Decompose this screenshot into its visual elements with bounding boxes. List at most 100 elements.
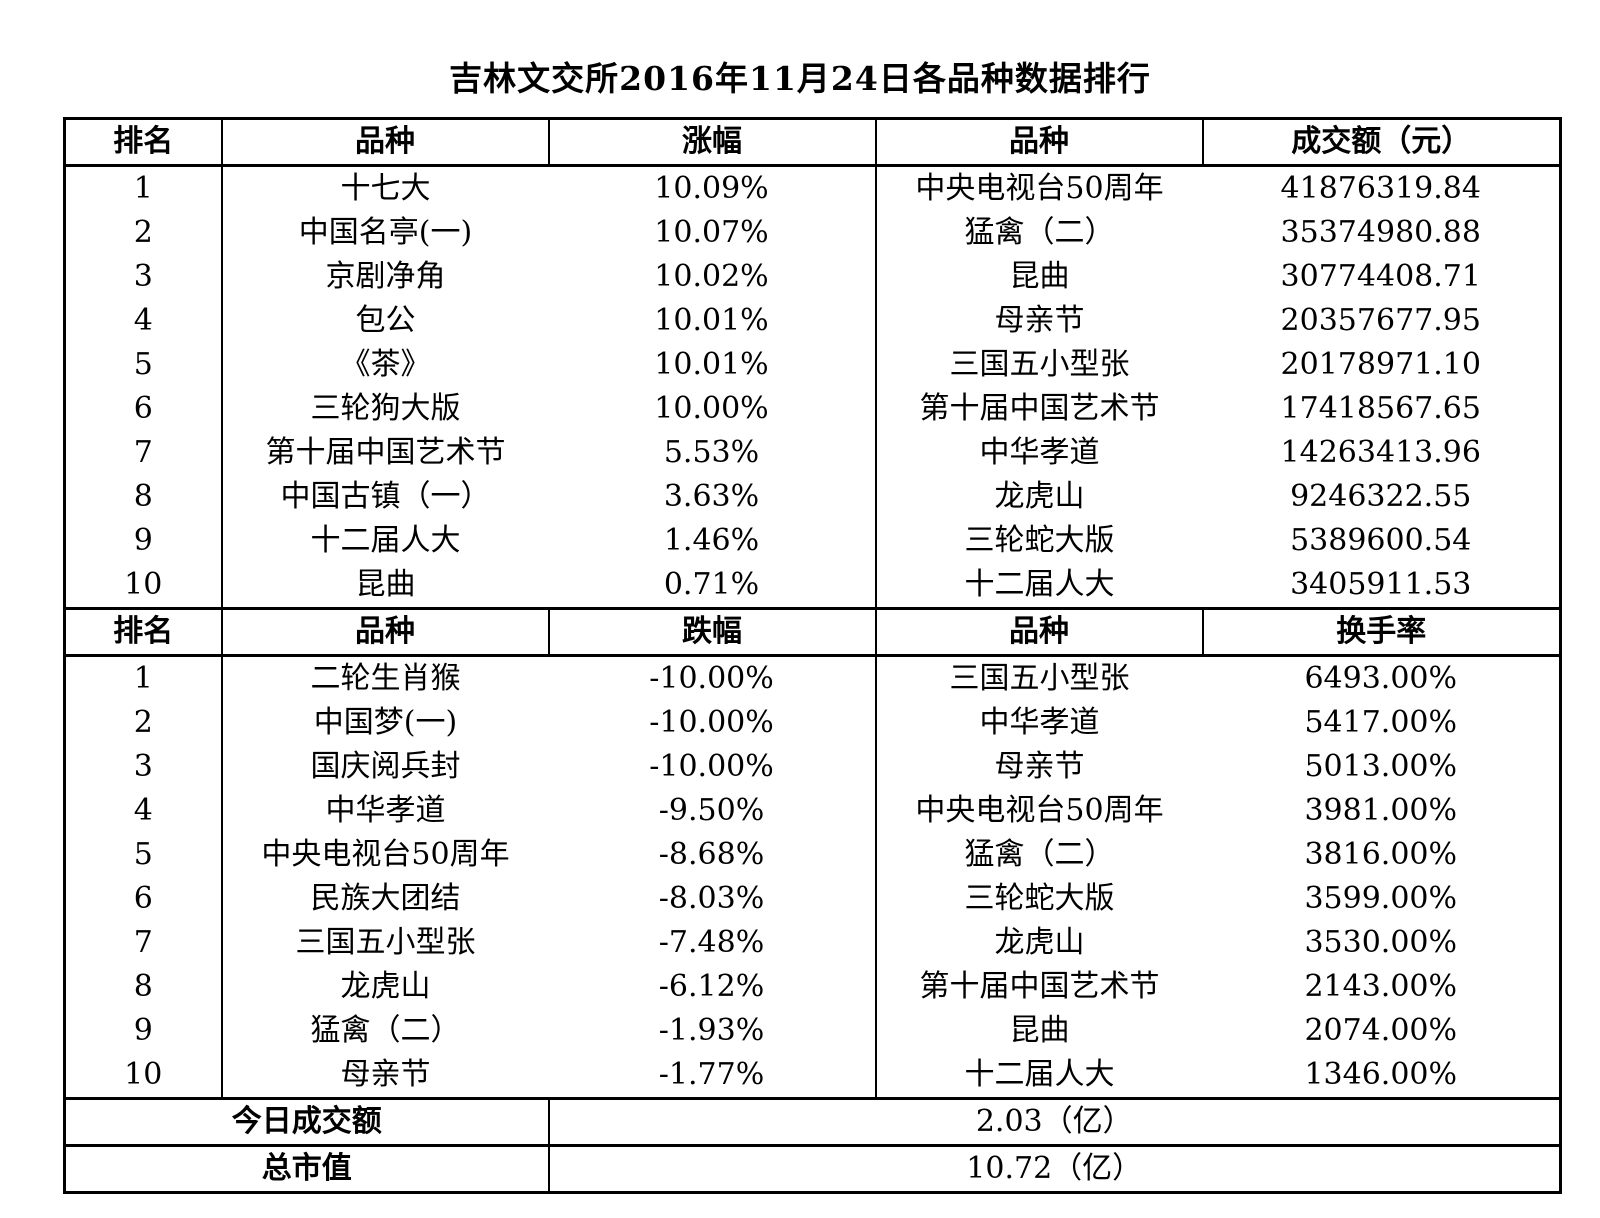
- table-row: 9 十二届人大 1.46% 三轮蛇大版 5389600.54: [64, 519, 1561, 563]
- table-row: 10 母亲节 -1.77% 十二届人大 1346.00%: [64, 1053, 1561, 1099]
- gain-item-cell: 十七大: [340, 171, 431, 206]
- table-row: 5 《茶》 10.01% 三国五小型张 20178971.10: [64, 343, 1561, 387]
- volume-item-cell: 猛禽（二）: [964, 215, 1115, 250]
- gain-item-cell: 昆曲: [355, 567, 416, 602]
- bottom-header-section: 排名 品种 跌幅 品种 换手率: [64, 607, 1561, 657]
- turnover-cell: 3599.00%: [1304, 881, 1458, 916]
- turnover-cell: 1346.00%: [1304, 1057, 1458, 1092]
- volume-cell: 30774408.71: [1280, 259, 1481, 294]
- gain-item-cell: 十二届人大: [310, 523, 461, 558]
- turnover-cell: 5013.00%: [1304, 749, 1458, 784]
- loss-cell: -1.93%: [548, 1009, 877, 1053]
- header-loss-item: 品种: [221, 607, 550, 657]
- rank-cell: 7: [64, 431, 223, 475]
- gain-item-cell: 《茶》: [340, 347, 431, 382]
- summary-value: 2.03（亿）: [548, 1097, 1561, 1146]
- rank-cell: 3: [64, 745, 223, 789]
- table-row: 1 二轮生肖猴 -10.00% 三国五小型张 6493.00%: [64, 655, 1561, 701]
- rank-cell: 5: [64, 343, 223, 387]
- bottom-header-row: 排名 品种 跌幅 品种 换手率: [64, 607, 1561, 657]
- gain-item-cell: 第十届中国艺术节: [265, 435, 506, 470]
- header-volume-item: 品种: [875, 118, 1204, 167]
- page-title: 吉林文交所2016年11月24日各品种数据排行: [449, 59, 1151, 98]
- loss-item-cell: 国庆阅兵封: [310, 749, 461, 784]
- volume-item-cell: 中央电视台50周年: [915, 171, 1164, 206]
- table-row: 4 包公 10.01% 母亲节 20357677.95: [64, 299, 1561, 343]
- loss-cell: -8.03%: [548, 877, 877, 921]
- rank-cell: 7: [64, 921, 223, 965]
- turnover-cell: 3981.00%: [1304, 793, 1458, 828]
- rank-cell: 1: [64, 655, 223, 701]
- volume-item-cell: 三轮蛇大版: [964, 523, 1115, 558]
- volume-item-cell: 三国五小型张: [949, 347, 1130, 382]
- turnover-item-cell: 第十届中国艺术节: [919, 969, 1160, 1004]
- volume-item-cell: 中华孝道: [979, 435, 1100, 470]
- volume-cell: 9246322.55: [1290, 479, 1472, 514]
- gain-item-cell: 三轮狗大版: [310, 391, 461, 426]
- turnover-cell: 2074.00%: [1304, 1013, 1458, 1048]
- volume-item-cell: 昆曲: [1009, 259, 1070, 294]
- table-row: 4 中华孝道 -9.50% 中央电视台50周年 3981.00%: [64, 789, 1561, 833]
- turnover-item-cell: 猛禽（二）: [964, 837, 1115, 872]
- summary-label: 今日成交额: [64, 1097, 550, 1146]
- turnover-item-cell: 母亲节: [994, 749, 1085, 784]
- gain-cell: 3.63%: [548, 475, 877, 519]
- volume-cell: 35374980.88: [1280, 215, 1481, 250]
- loss-cell: -6.12%: [548, 965, 877, 1009]
- turnover-item-cell: 三轮蛇大版: [964, 881, 1115, 916]
- table-row: 9 猛禽（二） -1.93% 昆曲 2074.00%: [64, 1009, 1561, 1053]
- header-rank: 排名: [64, 607, 223, 657]
- volume-cell: 5389600.54: [1290, 523, 1472, 558]
- rank-cell: 10: [64, 563, 223, 609]
- gain-cell: 10.01%: [548, 299, 877, 343]
- gain-item-cell: 中国古镇（一）: [280, 479, 491, 514]
- table-row: 2 中国名亭(一) 10.07% 猛禽（二） 35374980.88: [64, 211, 1561, 255]
- loss-cell: -10.00%: [548, 701, 877, 745]
- top-header-row: 排名 品种 涨幅 品种 成交额（元）: [64, 118, 1561, 167]
- loss-item-cell: 中国梦(一): [313, 705, 458, 740]
- header-turnover-item: 品种: [875, 607, 1204, 657]
- loss-cell: -1.77%: [548, 1053, 877, 1099]
- header-volume: 成交额（元）: [1202, 118, 1561, 167]
- header-rank: 排名: [64, 118, 223, 167]
- table-row: 1 十七大 10.09% 中央电视台50周年 41876319.84: [64, 165, 1561, 211]
- summary-section: 今日成交额 2.03（亿） 总市值 10.72（亿）: [64, 1097, 1561, 1193]
- header-gain-item: 品种: [221, 118, 550, 167]
- rank-cell: 8: [64, 965, 223, 1009]
- volume-item-cell: 第十届中国艺术节: [919, 391, 1160, 426]
- gain-cell: 10.09%: [548, 165, 877, 211]
- gain-cell: 10.00%: [548, 387, 877, 431]
- volume-cell: 20357677.95: [1280, 303, 1481, 338]
- rank-cell: 4: [64, 299, 223, 343]
- volume-cell: 41876319.84: [1280, 171, 1481, 206]
- table-row: 6 三轮狗大版 10.00% 第十届中国艺术节 17418567.65: [64, 387, 1561, 431]
- gain-cell: 5.53%: [548, 431, 877, 475]
- table-row: 5 中央电视台50周年 -8.68% 猛禽（二） 3816.00%: [64, 833, 1561, 877]
- loss-item-cell: 二轮生肖猴: [310, 661, 461, 696]
- table-row: 3 国庆阅兵封 -10.00% 母亲节 5013.00%: [64, 745, 1561, 789]
- gain-item-cell: 京剧净角: [325, 259, 446, 294]
- rank-cell: 4: [64, 789, 223, 833]
- turnover-cell: 3816.00%: [1304, 837, 1458, 872]
- loss-item-cell: 民族大团结: [310, 881, 461, 916]
- turnover-item-cell: 中央电视台50周年: [915, 793, 1164, 828]
- loss-cell: -10.00%: [548, 745, 877, 789]
- gain-cell: 10.02%: [548, 255, 877, 299]
- rank-cell: 6: [64, 387, 223, 431]
- turnover-cell: 3530.00%: [1304, 925, 1458, 960]
- volume-item-cell: 龙虎山: [994, 479, 1085, 514]
- turnover-item-cell: 三国五小型张: [949, 661, 1130, 696]
- volume-cell: 3405911.53: [1290, 567, 1472, 602]
- gain-cell: 10.01%: [548, 343, 877, 387]
- turnover-cell: 5417.00%: [1304, 705, 1458, 740]
- summary-label: 总市值: [64, 1144, 550, 1193]
- summary-row-market-cap: 总市值 10.72（亿）: [64, 1144, 1561, 1193]
- header-loss: 跌幅: [548, 607, 877, 657]
- gain-item-cell: 中国名亭(一): [298, 215, 473, 250]
- rank-cell: 10: [64, 1053, 223, 1099]
- table-row: 6 民族大团结 -8.03% 三轮蛇大版 3599.00%: [64, 877, 1561, 921]
- gain-cell: 10.07%: [548, 211, 877, 255]
- table-row: 2 中国梦(一) -10.00% 中华孝道 5417.00%: [64, 701, 1561, 745]
- volume-cell: 17418567.65: [1280, 391, 1481, 426]
- gain-item-cell: 包公: [355, 303, 416, 338]
